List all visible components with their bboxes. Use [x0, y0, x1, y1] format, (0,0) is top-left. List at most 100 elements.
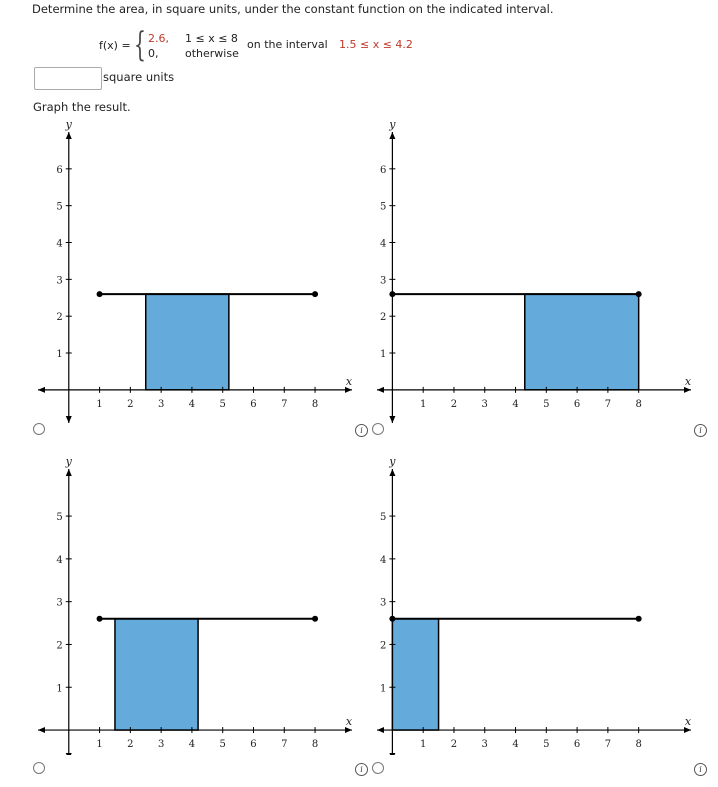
x-axis-label: x	[685, 375, 692, 388]
y-tick-label: 2	[380, 640, 386, 651]
y-axis-arrow-down	[65, 416, 72, 423]
x-tick-label: 4	[189, 399, 195, 410]
y-axis-arrow-up	[65, 469, 72, 476]
x-tick-label: 8	[312, 739, 318, 750]
function-endpoint-left	[389, 291, 396, 298]
y-tick-label: 6	[56, 165, 62, 176]
y-tick-label: 5	[380, 202, 386, 213]
y-axis-arrow-down	[389, 753, 396, 755]
x-tick-label: 8	[312, 399, 318, 410]
x-tick-label: 6	[250, 739, 256, 750]
graph-option-2: 1 2 3 4 5 6 7 8 1 2 3 4 5 6 x y	[377, 118, 692, 423]
units-label: square units	[103, 70, 175, 84]
case1-condition: 1 ≤ x ≤ 8	[185, 32, 238, 45]
y-axis-arrow-up	[65, 132, 72, 139]
option-4-info-icon[interactable]: i	[694, 763, 707, 776]
x-tick-label: 5	[220, 739, 226, 750]
x-axis-arrow-left	[377, 386, 384, 393]
x-tick-label: 2	[127, 399, 133, 410]
graph-option-4: 1 2 3 4 5 6 7 8 1 2 3 4 5 x y	[377, 455, 692, 755]
x-tick-label: 4	[512, 739, 518, 750]
x-axis-arrow-left	[377, 727, 384, 734]
y-tick-label: 3	[380, 598, 386, 609]
x-tick-label: 6	[250, 399, 256, 410]
x-tick-label: 8	[635, 739, 641, 750]
y-tick-label: 3	[380, 275, 386, 286]
x-axis-label: x	[685, 715, 692, 728]
option-4-radio[interactable]	[372, 762, 384, 774]
x-tick-label: 3	[158, 739, 164, 750]
y-tick-label: 4	[56, 239, 62, 250]
area-answer-input[interactable]	[34, 67, 102, 90]
x-axis-arrow-right	[684, 727, 691, 734]
x-axis-arrow-right	[345, 386, 352, 393]
x-tick-label: 5	[543, 399, 549, 410]
case2-condition: otherwise	[185, 47, 239, 60]
y-axis-label: y	[65, 455, 73, 468]
x-tick-label: 1	[420, 739, 426, 750]
x-tick-label: 1	[96, 399, 102, 410]
y-tick-label: 1	[380, 349, 386, 360]
function-endpoint-left	[96, 291, 103, 298]
y-tick-label: 2	[56, 640, 62, 651]
option-1-radio[interactable]	[33, 423, 45, 435]
y-tick-label: 4	[380, 239, 386, 250]
x-tick-label: 6	[574, 399, 580, 410]
x-axis-label: x	[346, 715, 353, 728]
function-endpoint-left	[389, 615, 396, 622]
interval-prefix: on the interval	[247, 38, 328, 51]
x-tick-label: 2	[451, 739, 457, 750]
y-tick-label: 1	[56, 349, 62, 360]
x-tick-label: 4	[189, 739, 195, 750]
x-tick-label: 3	[482, 739, 488, 750]
x-tick-label: 4	[512, 399, 518, 410]
y-tick-label: 4	[56, 555, 62, 566]
function-endpoint-right	[312, 615, 319, 622]
x-tick-label: 7	[605, 739, 611, 750]
x-tick-label: 5	[220, 399, 226, 410]
shaded-area	[144, 293, 230, 391]
shaded-area	[114, 618, 199, 731]
y-axis-arrow-down	[389, 416, 396, 423]
x-axis-arrow-left	[38, 386, 45, 393]
option-3-radio[interactable]	[33, 762, 45, 774]
y-tick-label: 4	[380, 555, 386, 566]
function-endpoint-right	[312, 291, 319, 298]
interval-value: 1.5 ≤ x ≤ 4.2	[339, 38, 413, 51]
x-axis-arrow-right	[345, 727, 352, 734]
function-lhs: f(x) =	[99, 39, 131, 52]
x-tick-label: 2	[451, 399, 457, 410]
y-tick-label: 1	[56, 683, 62, 694]
x-tick-label: 7	[281, 399, 287, 410]
x-tick-label: 1	[96, 739, 102, 750]
y-tick-label: 2	[380, 312, 386, 323]
option-1-info-icon[interactable]: i	[355, 424, 368, 437]
x-tick-label: 3	[482, 399, 488, 410]
option-3-info-icon[interactable]: i	[355, 763, 368, 776]
y-tick-label: 1	[380, 683, 386, 694]
x-tick-label: 1	[420, 399, 426, 410]
y-tick-label: 2	[56, 312, 62, 323]
y-tick-label: 6	[380, 165, 386, 176]
y-tick-label: 3	[56, 598, 62, 609]
x-axis-arrow-right	[684, 386, 691, 393]
option-2-info-icon[interactable]: i	[694, 424, 707, 437]
y-axis-label: y	[65, 118, 73, 131]
x-tick-label: 2	[127, 739, 133, 750]
x-axis-arrow-left	[38, 727, 45, 734]
x-tick-label: 6	[574, 739, 580, 750]
function-endpoint-left	[96, 615, 103, 622]
function-endpoint-right	[635, 291, 642, 298]
x-axis-label: x	[346, 375, 353, 388]
y-tick-label: 5	[56, 512, 62, 523]
x-tick-label: 5	[543, 739, 549, 750]
option-2-radio[interactable]	[372, 423, 384, 435]
case2-value: 0,	[148, 47, 159, 60]
x-tick-label: 7	[605, 399, 611, 410]
y-tick-label: 3	[56, 275, 62, 286]
y-tick-label: 5	[380, 512, 386, 523]
x-tick-label: 8	[635, 399, 641, 410]
shaded-area	[524, 293, 640, 391]
x-tick-label: 3	[158, 399, 164, 410]
y-axis-arrow-up	[389, 132, 396, 139]
